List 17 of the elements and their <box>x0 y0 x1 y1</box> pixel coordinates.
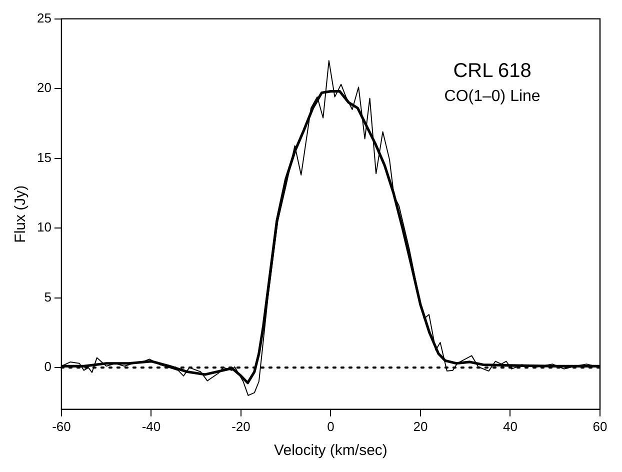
x-tick-label: 40 <box>503 418 518 434</box>
y-tick-label: 0 <box>44 359 52 374</box>
y-tick-label: 10 <box>36 220 52 235</box>
x-tick-label: 0 <box>327 418 334 434</box>
x-tick-label: 20 <box>413 418 428 434</box>
y-tick-label: 25 <box>36 10 52 26</box>
annotation: CO(1–0) Line <box>444 88 540 105</box>
y-axis-title: Flux (Jy) <box>12 185 30 243</box>
annotation: CRL 618 <box>453 60 532 82</box>
y-tick-label: 5 <box>44 289 52 304</box>
y-tick-label: 20 <box>36 80 52 96</box>
x-tick-label: -60 <box>52 418 71 434</box>
x-tick-label: -40 <box>142 418 161 434</box>
x-axis-title: Velocity (km/sec) <box>274 442 388 460</box>
y-tick-label: 15 <box>36 150 52 165</box>
x-tick-label: -20 <box>232 418 250 434</box>
x-tick-label: 60 <box>592 418 608 434</box>
